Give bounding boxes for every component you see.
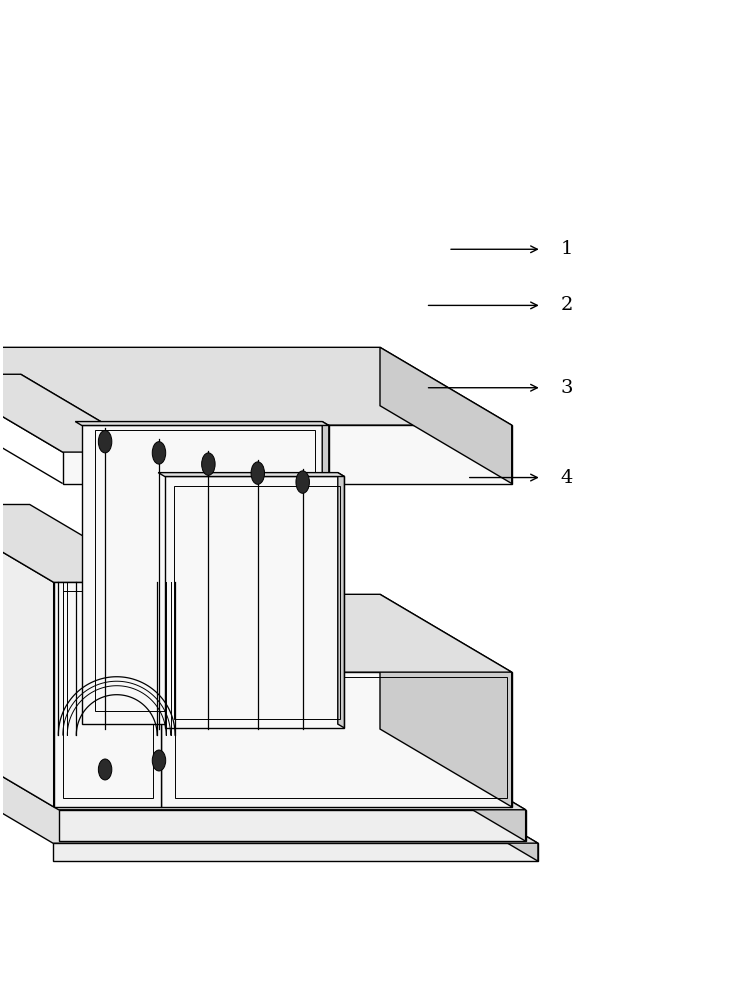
Ellipse shape [296,471,309,493]
Text: 3: 3 [560,379,573,397]
Polygon shape [322,422,329,724]
Ellipse shape [152,750,166,771]
Polygon shape [158,473,345,476]
Polygon shape [21,374,152,484]
Polygon shape [338,473,345,728]
Polygon shape [164,476,345,728]
Text: 4: 4 [560,469,573,487]
Ellipse shape [251,462,265,484]
Polygon shape [0,504,161,582]
Ellipse shape [98,430,112,453]
Text: 2: 2 [560,296,573,314]
Text: 1: 1 [560,240,573,258]
Polygon shape [75,422,329,425]
Polygon shape [380,594,512,807]
Polygon shape [53,843,538,861]
Polygon shape [54,582,161,807]
Polygon shape [63,425,512,484]
Polygon shape [29,594,512,672]
Ellipse shape [98,759,112,780]
Ellipse shape [201,453,215,475]
Polygon shape [0,347,63,452]
Polygon shape [0,724,526,810]
Polygon shape [381,724,526,841]
Polygon shape [0,504,54,807]
Polygon shape [0,374,152,452]
Polygon shape [380,347,512,484]
Ellipse shape [152,442,166,464]
Polygon shape [0,347,512,425]
Polygon shape [59,810,526,841]
Polygon shape [0,753,538,843]
Polygon shape [161,672,512,807]
Polygon shape [0,406,63,484]
Polygon shape [82,425,329,724]
Polygon shape [385,753,538,861]
